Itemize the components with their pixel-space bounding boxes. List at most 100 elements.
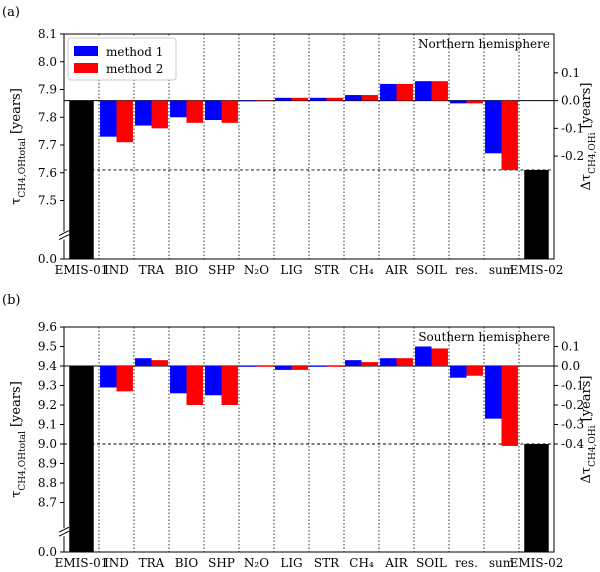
y-tick-label: 9.6 [38,320,57,334]
y-axis-label: τCH4,OHtotal [years] [9,381,28,498]
y-right-tick-label: 0.0 [561,94,580,108]
y-tick-label: 8.8 [38,476,57,490]
x-tick-label: SHP [208,263,235,277]
bar-method1 [415,346,432,366]
bar-method2 [256,366,273,367]
bar-method2 [501,100,518,170]
x-tick-label: EMIS-02 [510,263,564,277]
bar-method1 [170,100,187,118]
bar-method2 [291,366,308,370]
bar-total-emis-02 [524,444,549,552]
x-tick-label: N₂O [244,556,269,570]
x-tick-label: EMIS-02 [510,556,564,570]
x-tick-label: res. [455,263,478,277]
y-tick-label: 9.5 [38,340,57,354]
bar-method1 [485,366,502,419]
bar-method2 [151,100,168,129]
y-tick-label: 8.9 [38,457,57,471]
bar-method1 [205,366,222,396]
x-tick-label: LIG [280,263,302,277]
bar-method1 [170,366,187,394]
y-tick-label: 7.8 [38,110,57,124]
bar-method1 [380,358,397,366]
bar-total-emis-01 [69,100,94,259]
axis-break-mask [59,231,69,240]
x-tick-label: IND [104,556,129,570]
y-right-tick-label: 0.1 [561,66,580,80]
x-tick-label: sum [489,263,515,277]
bar-method1 [450,100,467,104]
bar-method1 [380,83,397,101]
bar-method1 [205,100,222,121]
x-tick-label: SHP [208,556,235,570]
bar-method1 [240,366,257,367]
axis-break-mark [58,526,70,533]
bar-method2 [326,97,343,101]
bar-method2 [186,366,203,405]
bar-method1 [415,81,432,101]
bar-method2 [396,358,413,366]
panel-b: (b) Southern hemisphere 8.7 8.8 8.9 9.0 9.1 9.2… [2,293,585,570]
x-tick-label: AIR [384,263,408,277]
y-tick-label: 9.4 [38,359,57,373]
axis-break-mask [59,528,69,537]
y-tick-label: 8.7 [38,496,57,510]
bar-method1 [310,97,327,101]
axis-break-mark [58,230,70,237]
y-right-tick-label: -0.2 [561,398,584,412]
bar-method2 [431,81,448,101]
y-right-tick-label: -0.1 [561,379,584,393]
bar-method1 [485,100,502,154]
x-tick-label: IND [104,263,129,277]
y-tick-label: 8.0 [38,55,57,69]
x-tick-label: LIG [280,556,302,570]
bar-method1 [100,100,117,137]
legend-label: method 1 [106,45,163,59]
panel-label: (b) [2,293,20,308]
bar-method1 [275,366,292,370]
bar-method2 [466,366,483,376]
x-tick-label: TRA [139,263,165,277]
bar-method2 [256,100,273,102]
y-right-tick-label: 0.1 [561,340,580,354]
bar-method2 [186,100,203,123]
y-right-tick-label: -0.3 [561,418,584,432]
x-tick-label: BIO [175,263,199,277]
y-tick-label: 7.7 [38,138,57,152]
bar-method1 [345,360,362,366]
bar-method2 [291,97,308,101]
bar-method2 [326,366,343,367]
axis-break-mark [58,234,70,241]
bar-method2 [501,366,518,446]
bar-method1 [275,97,292,101]
axis-break-mark [58,530,70,537]
y-tick-label: 7.9 [38,83,57,97]
y-tick-label: 7.5 [38,194,57,208]
plot-frame [63,326,555,553]
x-tick-label: SOIL [416,263,447,277]
bar-method1 [100,366,117,388]
bar-method2 [361,362,378,366]
bar-method2 [396,83,413,101]
bar-method2 [466,100,483,104]
x-tick-label: TRA [139,556,165,570]
x-tick-label: STR [314,263,340,277]
y-tick-label: 9.2 [38,398,57,412]
y-tick-label: 9.0 [38,437,57,451]
x-tick-label: CH₄ [349,556,374,570]
y-right-tick-label: -0.4 [561,437,585,451]
x-tick-label: N₂O [244,263,269,277]
y-tick-label: 9.1 [38,418,57,432]
y-right-axis-label: ΔτCH4,OHi [years] [579,376,598,484]
legend-swatch [74,46,98,56]
bar-method2 [151,360,168,366]
y-tick-label: 0.0 [38,252,57,266]
bar-method2 [431,348,448,366]
y-right-tick-label: -0.2 [561,149,584,163]
y-tick-label: 9.3 [38,379,57,393]
y-tick-label: 0.0 [38,545,57,559]
bar-total-emis-01 [69,366,94,552]
bar-method1 [450,366,467,378]
x-tick-label: BIO [175,556,199,570]
chart-title: Northern hemisphere [418,37,550,51]
